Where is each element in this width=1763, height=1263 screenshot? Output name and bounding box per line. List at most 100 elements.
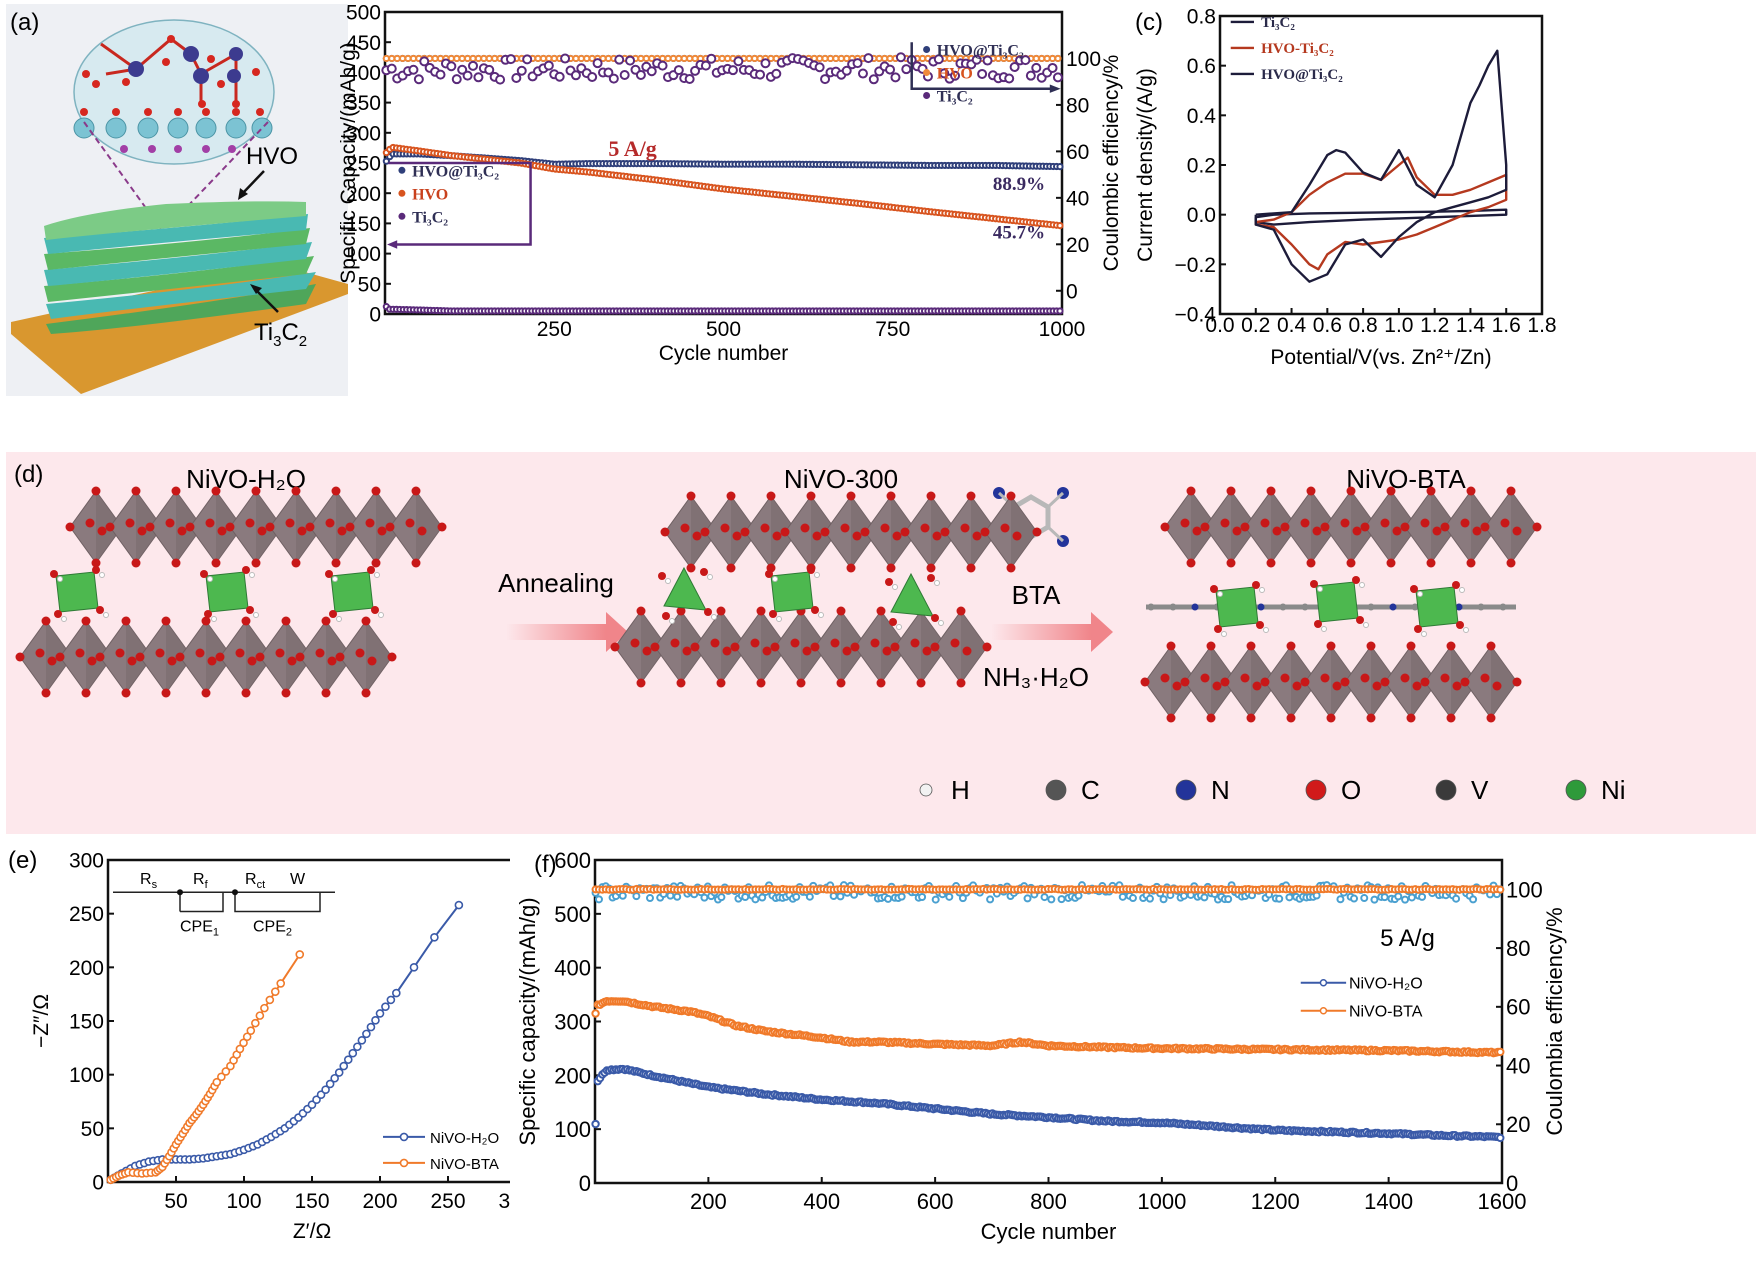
data-point [836, 892, 845, 901]
o-atom [796, 678, 806, 688]
legend-marker [923, 91, 931, 99]
y-tick-label: 300 [346, 122, 381, 145]
o-atom [1246, 713, 1256, 723]
o-atom [207, 656, 217, 666]
y2-tick-label: 100 [1506, 877, 1543, 902]
vo6-layer [65, 486, 447, 568]
o-atom [291, 558, 301, 568]
y-tick-label: 100 [69, 1064, 104, 1087]
o-atom [876, 606, 886, 616]
legend-label: HVO@Ti₃C₂ [937, 42, 1024, 59]
o-atom [800, 523, 810, 533]
o-atom [1186, 558, 1196, 568]
y-tick-label: 0.6 [1187, 55, 1216, 78]
o-atom [1440, 522, 1450, 532]
series-ti3c2 [382, 303, 1064, 315]
legend-label: NiVO-BTA [1349, 1004, 1423, 1021]
o-atom [265, 522, 275, 532]
legend-efficiency: HVO@Ti₃C₂ HVO Ti₃C₂ [910, 42, 1061, 105]
o-atom [1420, 677, 1430, 687]
o-atom [47, 656, 57, 666]
data-point [457, 64, 468, 75]
series-nivo-h2o [591, 1064, 1505, 1143]
data-point [386, 63, 397, 74]
data-point [700, 60, 711, 71]
series-hvo [382, 143, 1064, 230]
data-point [1394, 892, 1403, 901]
o-atom [850, 642, 860, 652]
o-atom [726, 563, 736, 573]
data-point [706, 53, 717, 64]
y2-tick-label: 40 [1506, 1053, 1530, 1078]
title-nivo-bta: NiVO-BTA [1346, 464, 1466, 494]
o-atom [121, 688, 131, 698]
o-atom [1220, 518, 1230, 528]
o-atom [972, 531, 982, 541]
y-tick-label: 0.0 [1187, 204, 1216, 227]
data-point [950, 70, 961, 81]
data-point [619, 69, 630, 80]
o-atom [1286, 713, 1296, 723]
data-point [392, 988, 401, 998]
data-point [977, 68, 988, 79]
x-tick-label: 600 [917, 1189, 954, 1214]
data-point [382, 157, 390, 165]
legend-label: NiVO-H₂O [430, 1130, 499, 1147]
o-atom [716, 678, 726, 688]
plot-frame [1218, 14, 1544, 316]
panel-label-d: (d) [14, 461, 43, 488]
o-atom [676, 606, 686, 616]
data-point [690, 65, 701, 76]
legend-marker [399, 1132, 409, 1142]
x-tick-label: 0.6 [1313, 314, 1342, 337]
o-atom [241, 616, 251, 626]
data-point [321, 1085, 330, 1094]
data-point [945, 892, 954, 901]
circuit-label: Rs [140, 871, 158, 891]
circuit-label: CPE1 [180, 919, 219, 939]
o-atom [1346, 558, 1356, 568]
o-atom [167, 656, 177, 666]
data-point [522, 54, 533, 65]
legend-label: C [1081, 775, 1100, 805]
o-atom [980, 527, 990, 537]
y-tick-label: 0 [92, 1172, 104, 1195]
o-atom [1332, 681, 1342, 691]
v-atom [227, 69, 241, 83]
data-point [570, 70, 581, 81]
y-tick-label: 100 [554, 1117, 591, 1142]
data-point [353, 1042, 362, 1052]
data-point [468, 60, 479, 71]
legend-marker [1319, 1006, 1328, 1015]
data-point [1118, 892, 1127, 901]
legend-label: O [1341, 775, 1361, 805]
o-atom [1240, 673, 1250, 683]
atomic-structure [73, 35, 273, 153]
data-point [255, 1011, 265, 1020]
arrow-hvo [241, 170, 265, 195]
o-atom [211, 486, 221, 496]
data-point [1031, 62, 1042, 73]
o-atom [367, 656, 377, 666]
o-atom [337, 526, 347, 536]
data-point [1452, 894, 1461, 903]
y-tick-label: 500 [346, 2, 381, 25]
data-point [1009, 61, 1020, 72]
data-point [820, 74, 831, 85]
y-tick-label: 200 [69, 957, 104, 980]
data-point [217, 1072, 226, 1082]
o-atom [417, 526, 427, 536]
o-atom [225, 522, 235, 532]
label-nh3-h2o: NH₃·H₂O [983, 662, 1089, 692]
data-point [608, 73, 619, 84]
x-tick-label: 300 [498, 1190, 510, 1213]
o-atom [920, 523, 930, 533]
o-atom [437, 522, 447, 532]
ni-polyhedron [885, 572, 944, 630]
o-atom [1280, 522, 1290, 532]
o-atom [97, 526, 107, 536]
o-atom [900, 527, 910, 537]
data-point [212, 1077, 222, 1087]
data-point [591, 1009, 600, 1018]
o-atom [1372, 681, 1382, 691]
